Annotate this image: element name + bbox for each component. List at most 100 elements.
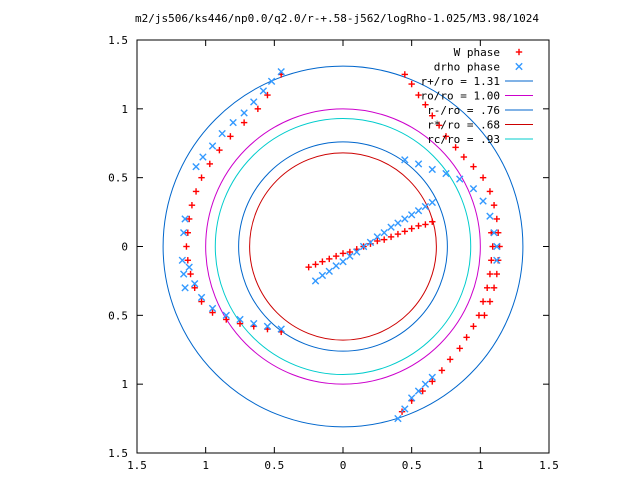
data-point (479, 174, 487, 181)
data-point (493, 242, 501, 251)
data-point (414, 207, 423, 215)
data-point (486, 270, 494, 278)
data-point (479, 197, 487, 205)
data-point (408, 225, 415, 232)
data-point (264, 91, 271, 99)
data-point (428, 198, 436, 207)
data-point (422, 221, 429, 228)
data-point (277, 67, 285, 76)
data-point (339, 250, 347, 257)
data-point (475, 312, 483, 319)
data-point (442, 133, 450, 140)
data-point (236, 315, 244, 324)
reference-circle (249, 152, 437, 341)
y-tick-label: 1 (121, 103, 128, 116)
data-point (490, 229, 498, 237)
data-point (250, 98, 258, 106)
data-point (250, 319, 258, 328)
data-point (493, 256, 501, 264)
data-point (359, 242, 368, 251)
data-point (190, 279, 199, 288)
data-point (206, 160, 213, 168)
legend-marker (515, 48, 523, 56)
data-point (192, 162, 200, 171)
data-point (490, 284, 498, 291)
legend-label: r+/ro = 1.31 (421, 75, 500, 88)
data-point (387, 233, 395, 241)
data-point (494, 229, 502, 236)
y-tick-label: 1.5 (108, 34, 128, 47)
data-point (319, 258, 326, 265)
data-point (263, 322, 272, 331)
data-point (191, 284, 198, 291)
data-point (222, 311, 230, 320)
reference-circle (214, 117, 472, 376)
data-point (218, 129, 226, 138)
data-point (414, 387, 423, 395)
legend-label: W phase (454, 46, 500, 59)
data-point (401, 71, 408, 78)
data-point (181, 215, 189, 223)
data-point (311, 277, 320, 285)
data-point (187, 270, 194, 278)
data-point (428, 373, 436, 381)
data-point (325, 267, 333, 275)
data-point (490, 202, 498, 209)
reference-circle (238, 141, 448, 352)
axis-ticks: 1.5 1 0.5 0 0.5 1 1.51.510.500.511.5 (108, 34, 559, 472)
data-point (216, 146, 223, 154)
data-point (415, 91, 422, 99)
data-point (179, 229, 188, 237)
data-point (236, 320, 244, 327)
data-point (419, 387, 426, 395)
data-point (185, 263, 193, 271)
data-point (470, 163, 477, 170)
data-point (346, 248, 354, 256)
data-point (339, 257, 347, 266)
data-point (470, 323, 477, 330)
data-point (408, 80, 415, 88)
data-point (208, 304, 217, 313)
data-point (183, 243, 190, 250)
data-point (223, 316, 230, 323)
data-point (227, 133, 234, 140)
data-point (318, 271, 327, 280)
x-tick-label: 1 (477, 459, 484, 472)
data-point (267, 77, 276, 85)
data-point (452, 144, 459, 151)
data-point (312, 261, 319, 268)
data-point (332, 262, 340, 270)
data-point (394, 230, 402, 238)
reference-circles (162, 65, 524, 428)
data-point (481, 312, 488, 319)
x-tick-label: 0.5 (402, 459, 422, 472)
data-point (438, 367, 446, 374)
data-point (240, 119, 248, 126)
data-point (353, 248, 361, 256)
data-point (198, 298, 205, 305)
reference-circle (162, 65, 524, 428)
legend-label: r-/ro = .76 (427, 104, 500, 117)
data-point (456, 175, 464, 183)
data-point (184, 229, 192, 236)
data-point (456, 345, 463, 352)
data-point (435, 122, 443, 129)
data-point (188, 202, 196, 209)
data-point (414, 160, 423, 168)
data-point (179, 270, 188, 278)
data-point (407, 394, 416, 402)
data-point (305, 263, 312, 271)
data-point (493, 215, 501, 223)
data-point (407, 211, 416, 219)
data-point (429, 378, 436, 385)
data-point (229, 118, 237, 127)
x-tick-label: 1.5 (539, 459, 559, 472)
data-point (380, 229, 388, 237)
data-point (401, 405, 409, 413)
data-point (442, 169, 450, 178)
data-point (332, 252, 340, 260)
series-markers (178, 67, 503, 423)
y-tick-label: 1.5 (108, 447, 128, 460)
data-point (381, 236, 388, 243)
